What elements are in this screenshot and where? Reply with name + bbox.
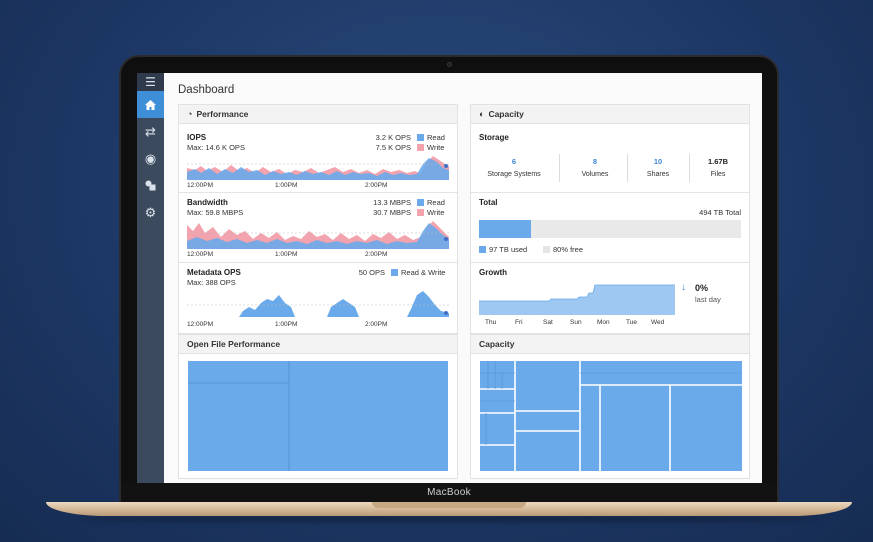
growth-day-fri: Fri (515, 319, 523, 326)
growth-day-tue: Tue (626, 319, 637, 326)
bandwidth-write-legend: Write (417, 208, 444, 217)
divider (179, 262, 457, 263)
bandwidth-tick-1: 12:00PM (187, 251, 214, 258)
performance-card: ◔ Performance IOPS Max: 14.6 K OPS 3.2 K… (178, 104, 458, 334)
metadata-chart (187, 291, 449, 317)
iops-read-legend: Read (417, 133, 445, 142)
shuffle-icon[interactable]: ⇄ (145, 123, 156, 139)
capacity-bar-used (479, 220, 532, 238)
stat-storage-systems: 6 Storage Systems (487, 157, 541, 178)
gear-icon[interactable]: ⚙ (144, 204, 157, 220)
growth-day-thu: Thu (485, 319, 497, 326)
capacity-treemap-card: Capacity (470, 334, 750, 479)
iops-title: IOPS (187, 133, 207, 142)
iops-chart (187, 156, 449, 180)
open-file-performance-title: Open File Performance (187, 339, 281, 349)
iops-write-legend: Write (417, 143, 444, 152)
bandwidth-read-value: 13.3 MBPS (373, 198, 411, 207)
performance-header: ◔ Performance (179, 105, 457, 124)
bandwidth-read-legend: Read (417, 198, 445, 207)
growth-day-sat: Sat (543, 319, 553, 326)
storage-panel: Storage 6 Storage Systems 8 Volumes 10 S… (471, 124, 749, 192)
page-title: Dashboard (178, 84, 235, 96)
laptop-brand: MacBook (427, 487, 471, 498)
metadata-tick-3: 2:00PM (365, 321, 388, 328)
half-circle-icon: ◐ (479, 109, 485, 119)
metadata-panel: Metadata OPS Max: 388 OPS 50 OPS Read & … (179, 263, 457, 333)
laptop-shadow (80, 516, 820, 522)
metadata-tick-2: 1:00PM (275, 321, 298, 328)
open-file-performance-header: Open File Performance (179, 335, 457, 354)
used-legend: 97 TB used (479, 245, 527, 254)
screen: ☰ ⇄ ◉ ⚙ Dashboard ◔ Performance IOPS Max… (137, 73, 762, 483)
sidebar: ☰ ⇄ ◉ ⚙ (137, 73, 164, 483)
capacity-card: ◐ Capacity Storage 6 Storage Systems 8 V… (470, 104, 750, 334)
iops-read-value: 3.2 K OPS (375, 133, 411, 142)
bandwidth-max: Max: 59.8 MBPS (187, 208, 244, 217)
target-icon[interactable]: ◉ (144, 150, 157, 166)
bandwidth-tick-2: 1:00PM (275, 251, 298, 258)
total-value: 494 TB Total (699, 208, 741, 217)
total-title: Total (479, 198, 498, 207)
stat-shares: 10 Shares (646, 157, 670, 178)
storage-title: Storage (479, 133, 509, 142)
iops-tick-1: 12:00PM (187, 182, 214, 189)
divider (559, 154, 560, 182)
divider (471, 262, 749, 263)
divider (471, 192, 749, 193)
iops-tick-3: 2:00PM (365, 182, 388, 189)
bandwidth-write-value: 30.7 MBPS (373, 208, 411, 217)
laptop-notch (372, 502, 526, 508)
iops-max: Max: 14.6 K OPS (187, 143, 245, 152)
growth-period: last day (695, 295, 721, 304)
metadata-max: Max: 388 OPS (187, 278, 236, 287)
growth-panel: Growth Thu Fri Sat Sun Mon Tue Wed ↓ 0% … (471, 263, 749, 333)
capacity-treemap-header: Capacity (471, 335, 749, 354)
metadata-value: 50 OPS (358, 268, 385, 277)
laptop-base (46, 502, 852, 516)
growth-day-mon: Mon (597, 319, 610, 326)
iops-panel: IOPS Max: 14.6 K OPS 3.2 K OPS 7.5 K OPS… (179, 124, 457, 192)
laptop-chin: MacBook (121, 483, 777, 503)
capacity-treemap (480, 361, 742, 471)
metadata-tick-1: 12:00PM (187, 321, 214, 328)
open-file-treemap (188, 361, 448, 471)
iops-tick-2: 1:00PM (275, 182, 298, 189)
divider (179, 192, 457, 193)
open-file-performance-card: Open File Performance (178, 334, 458, 479)
growth-day-sun: Sun (570, 319, 582, 326)
bandwidth-title: Bandwidth (187, 198, 228, 207)
shapes-icon[interactable] (137, 172, 164, 199)
growth-title: Growth (479, 268, 507, 277)
divider (627, 154, 628, 182)
arrow-down-icon: ↓ (681, 282, 686, 293)
growth-day-wed: Wed (651, 319, 665, 326)
capacity-header: ◐ Capacity (471, 105, 749, 124)
iops-write-value: 7.5 K OPS (375, 143, 411, 152)
total-panel: Total 494 TB Total 97 TB used 80% free (471, 193, 749, 263)
metadata-legend: Read & Write (391, 268, 445, 277)
divider (689, 154, 690, 182)
capacity-title: Capacity (488, 109, 524, 119)
bandwidth-chart (187, 221, 449, 249)
gauge-icon: ◔ (187, 109, 193, 119)
growth-percent: 0% (695, 283, 709, 293)
growth-chart (479, 284, 675, 315)
home-icon[interactable] (137, 91, 164, 118)
camera (447, 62, 452, 67)
bandwidth-panel: Bandwidth Max: 59.8 MBPS 13.3 MBPS 30.7 … (179, 193, 457, 263)
bandwidth-tick-3: 2:00PM (365, 251, 388, 258)
menu-icon[interactable]: ☰ (137, 73, 164, 91)
capacity-bar (479, 220, 741, 238)
performance-title: Performance (196, 109, 249, 119)
capacity-treemap-title: Capacity (479, 339, 515, 349)
free-legend: 80% free (543, 245, 583, 254)
stat-volumes: 8 Volumes (581, 157, 609, 178)
metadata-title: Metadata OPS (187, 268, 241, 277)
stat-files: 1.67B Files (707, 157, 728, 178)
